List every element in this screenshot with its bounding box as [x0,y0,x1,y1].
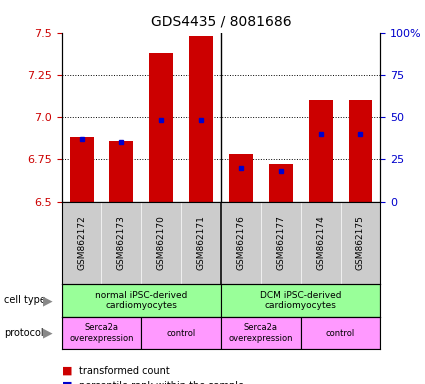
Text: ■: ■ [62,366,72,376]
Text: GSM862175: GSM862175 [356,215,365,270]
Bar [348,100,372,202]
Text: cell type: cell type [4,295,46,306]
Text: DCM iPSC-derived
cardiomyocytes: DCM iPSC-derived cardiomyocytes [260,291,341,310]
Text: GSM862170: GSM862170 [157,215,166,270]
Text: GSM862174: GSM862174 [316,215,325,270]
Bar [70,137,94,202]
Bar [221,317,300,349]
Bar [300,317,380,349]
Text: Serca2a
overexpression: Serca2a overexpression [229,323,293,343]
Text: GSM862171: GSM862171 [197,215,206,270]
Text: control: control [167,329,196,338]
Text: normal iPSC-derived
cardiomyocytes: normal iPSC-derived cardiomyocytes [95,291,187,310]
Bar [309,100,332,202]
Bar [189,36,213,202]
Text: percentile rank within the sample: percentile rank within the sample [79,381,244,384]
Text: Serca2a
overexpression: Serca2a overexpression [69,323,134,343]
Text: control: control [326,329,355,338]
Text: GSM862172: GSM862172 [77,215,86,270]
Text: GSM862176: GSM862176 [236,215,245,270]
Text: GSM862173: GSM862173 [117,215,126,270]
Text: transformed count: transformed count [79,366,170,376]
Bar [221,284,380,317]
Bar [109,141,133,202]
Bar [149,53,173,202]
Bar [229,154,253,202]
Text: ▶: ▶ [42,327,52,339]
Bar [269,164,293,202]
Text: ■: ■ [62,381,72,384]
Bar [141,317,221,349]
Title: GDS4435 / 8081686: GDS4435 / 8081686 [151,15,291,29]
Bar [62,284,221,317]
Text: protocol: protocol [4,328,44,338]
Text: GSM862177: GSM862177 [276,215,285,270]
Text: ▶: ▶ [42,294,52,307]
Bar [62,317,141,349]
